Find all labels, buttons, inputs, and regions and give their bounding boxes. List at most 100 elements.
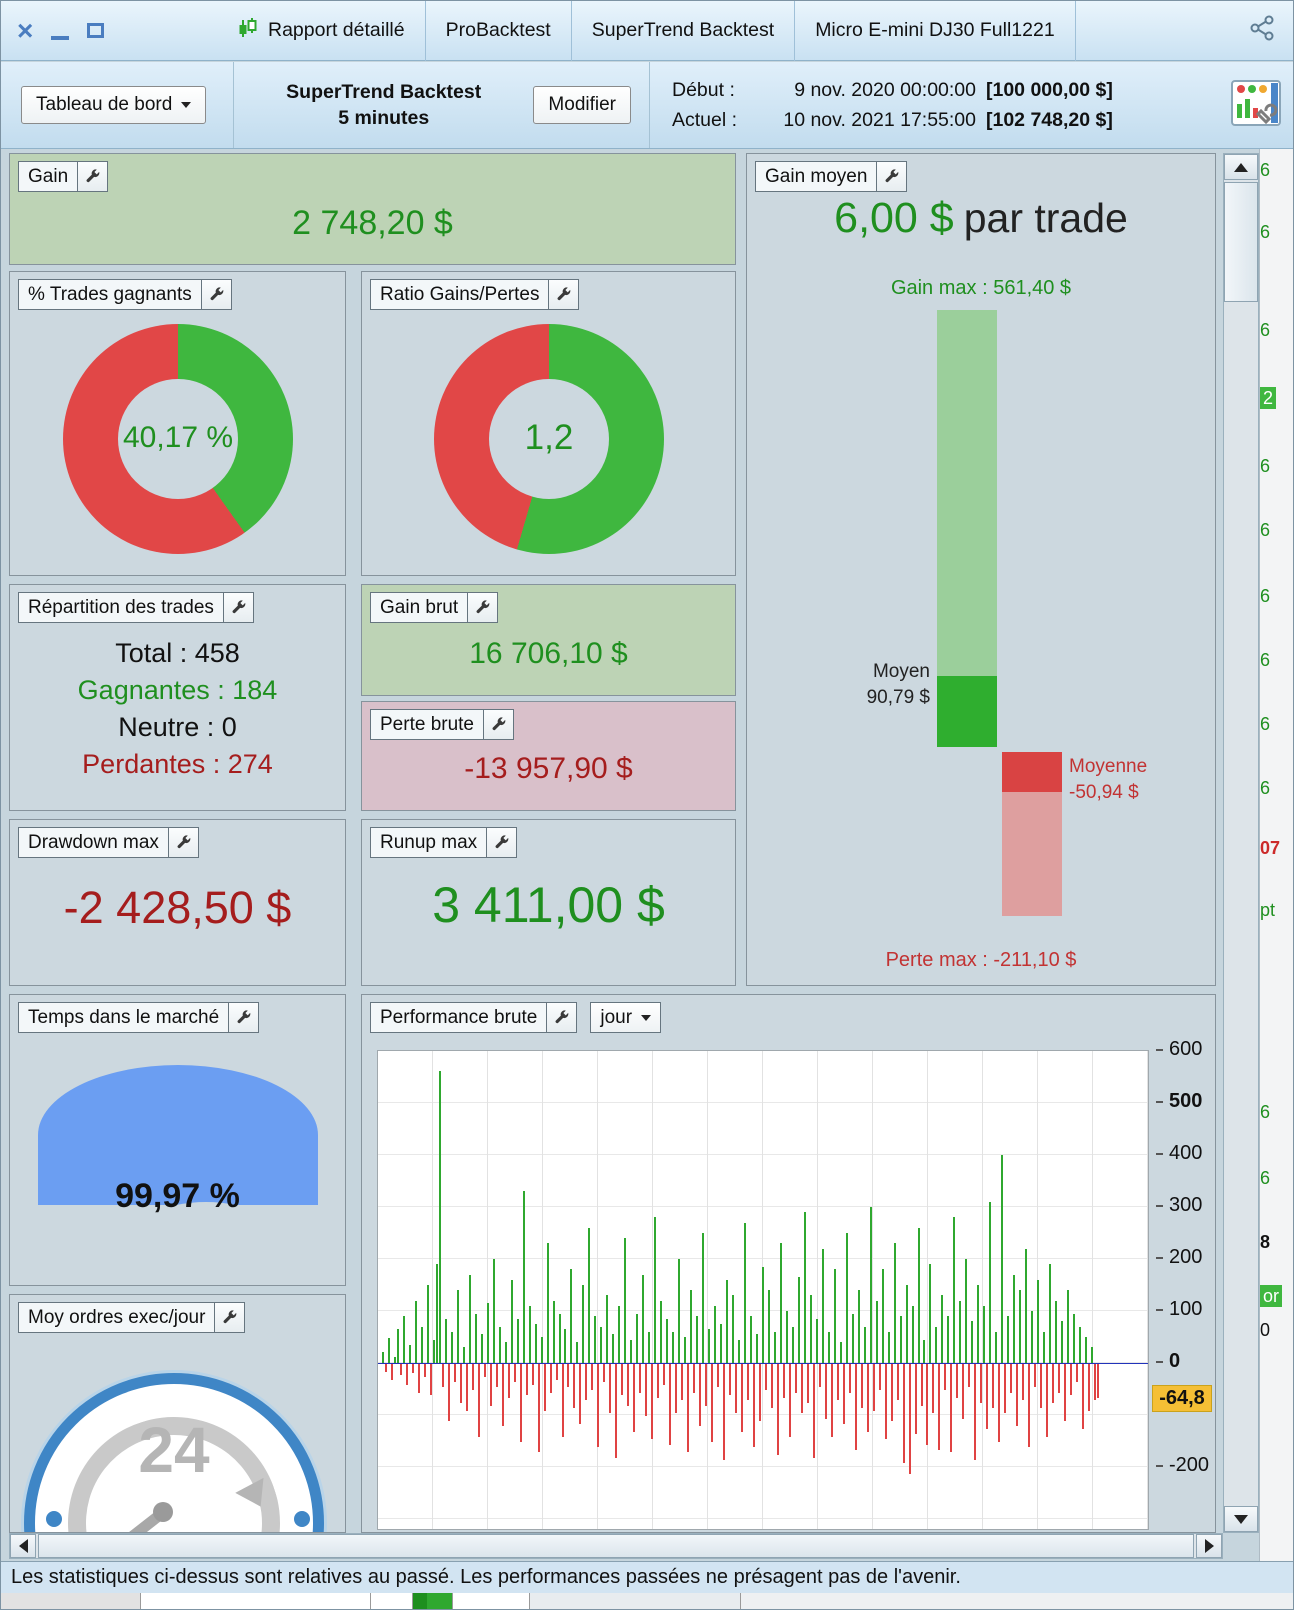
chart-settings-icon[interactable] bbox=[1231, 79, 1281, 131]
wrench-icon[interactable] bbox=[548, 279, 580, 310]
performance-bar bbox=[390, 1364, 393, 1380]
performance-bar bbox=[956, 1364, 959, 1398]
wrench-icon[interactable] bbox=[200, 279, 232, 310]
performance-bar bbox=[699, 1364, 702, 1426]
performance-bar bbox=[1088, 1364, 1091, 1411]
modify-button[interactable]: Modifier bbox=[533, 86, 631, 124]
performance-bar bbox=[382, 1352, 384, 1363]
panel-runup-label: Runup max bbox=[370, 827, 488, 858]
performance-bar bbox=[462, 1347, 465, 1363]
view-selector-label: Tableau de bord bbox=[36, 94, 173, 115]
panel-gain: Gain 2 748,20 $ bbox=[9, 153, 736, 265]
performance-bar bbox=[642, 1275, 645, 1363]
performance-bar bbox=[914, 1364, 917, 1434]
performance-bar bbox=[531, 1364, 534, 1385]
performance-bar bbox=[432, 1340, 435, 1363]
performance-bar bbox=[708, 1329, 711, 1363]
dashboard: Gain 2 748,20 $ Gain moyen 6,00 $ par tra… bbox=[1, 149, 1259, 1561]
wrench-icon[interactable] bbox=[228, 1002, 260, 1033]
performance-bar bbox=[624, 1238, 627, 1363]
wrench-icon[interactable] bbox=[467, 592, 499, 623]
scroll-down-button[interactable] bbox=[1224, 1506, 1258, 1532]
performance-bar bbox=[824, 1364, 827, 1419]
performance-bar bbox=[615, 1364, 618, 1458]
performance-bar bbox=[818, 1364, 821, 1387]
performance-bar bbox=[1010, 1364, 1013, 1393]
performance-bar bbox=[950, 1364, 953, 1452]
vertical-scroll-thumb[interactable] bbox=[1224, 182, 1258, 302]
performance-bar bbox=[1064, 1364, 1067, 1421]
tab-supertrend-backtest[interactable]: SuperTrend Backtest bbox=[570, 1, 794, 61]
vertical-scrollbar[interactable] bbox=[1223, 153, 1259, 1533]
minimize-button[interactable] bbox=[51, 35, 70, 40]
performance-bar bbox=[830, 1364, 833, 1437]
performance-bar bbox=[986, 1364, 989, 1429]
performance-bar bbox=[932, 1364, 935, 1413]
background-table-strip bbox=[1, 1593, 1293, 1609]
axis-fragment: 6 bbox=[1260, 778, 1271, 798]
scroll-left-button[interactable] bbox=[10, 1534, 36, 1558]
performance-bar bbox=[821, 1249, 824, 1363]
avg-loss-label: Moyenne -50,94 $ bbox=[1069, 754, 1199, 805]
wrench-icon[interactable] bbox=[222, 592, 254, 623]
performance-bar bbox=[459, 1364, 462, 1403]
performance-bar bbox=[1049, 1264, 1052, 1363]
tab-probacktest[interactable]: ProBacktest bbox=[424, 1, 571, 61]
performance-bar bbox=[1034, 1364, 1037, 1387]
performance-bar bbox=[549, 1364, 552, 1393]
wrench-icon[interactable] bbox=[486, 827, 518, 858]
performance-bar bbox=[555, 1364, 558, 1380]
repartition-row: Gagnantes : 184 bbox=[77, 675, 278, 705]
period-dropdown[interactable]: jour bbox=[590, 1002, 662, 1033]
performance-bar bbox=[639, 1364, 642, 1393]
performance-bar bbox=[1076, 1364, 1079, 1382]
performance-bar bbox=[726, 1280, 729, 1363]
performance-bar bbox=[567, 1364, 570, 1387]
performance-bar bbox=[495, 1364, 498, 1387]
y-axis-label: 300 bbox=[1156, 1194, 1202, 1217]
gm-bar-avg-loss bbox=[1002, 752, 1062, 792]
wrench-icon[interactable] bbox=[77, 161, 109, 192]
current-value-badge: -64,8 bbox=[1152, 1385, 1212, 1412]
performance-bar bbox=[902, 1364, 905, 1463]
tab-instrument[interactable]: Micro E-mini DJ30 Full1221 bbox=[794, 1, 1076, 61]
scroll-up-button[interactable] bbox=[1224, 154, 1258, 180]
window-titlebar: × Rapport détaillé ProBacktest bbox=[1, 1, 1293, 61]
scroll-right-button[interactable] bbox=[1196, 1534, 1222, 1558]
performance-bar bbox=[1013, 1275, 1016, 1363]
horizontal-scroll-thumb[interactable] bbox=[38, 1534, 1194, 1558]
performance-bar bbox=[423, 1364, 426, 1377]
maximize-button[interactable] bbox=[87, 23, 105, 38]
close-button[interactable]: × bbox=[17, 14, 34, 46]
wrench-icon[interactable] bbox=[483, 709, 514, 740]
strategy-timeframe: 5 minutes bbox=[338, 107, 430, 129]
performance-bar bbox=[953, 1217, 956, 1363]
performance-bar bbox=[741, 1364, 743, 1432]
avg-win-caption: Moyen bbox=[872, 661, 930, 682]
panel-gain-loss-ratio: Ratio Gains/Pertes 1,2 bbox=[361, 271, 736, 576]
wrench-icon[interactable] bbox=[167, 827, 199, 858]
performance-bar bbox=[1070, 1364, 1073, 1395]
axis-fragment: 6 bbox=[1260, 320, 1271, 340]
performance-bar bbox=[594, 1316, 597, 1363]
dashboard-toolbar: Tableau de bord SuperTrend Backtest 5 mi… bbox=[1, 62, 1293, 149]
tab-rapport-detaille[interactable]: Rapport détaillé bbox=[217, 1, 425, 61]
panel-gain-moyen: Gain moyen 6,00 $ par trade Gain max : 56… bbox=[746, 153, 1216, 986]
wrench-icon[interactable] bbox=[546, 1002, 578, 1033]
performance-bar bbox=[989, 1202, 992, 1363]
performance-bar bbox=[537, 1364, 540, 1452]
axis-fragment: 6 bbox=[1260, 1168, 1271, 1188]
wrench-icon[interactable] bbox=[214, 1302, 246, 1333]
performance-bar bbox=[1037, 1280, 1040, 1363]
wrench-icon[interactable] bbox=[876, 161, 908, 192]
view-selector-dropdown[interactable]: Tableau de bord bbox=[21, 86, 207, 124]
bottom-fragment-cell bbox=[427, 1593, 453, 1609]
performance-bar bbox=[645, 1364, 648, 1416]
share-icon[interactable] bbox=[1247, 13, 1277, 48]
horizontal-scrollbar[interactable] bbox=[9, 1533, 1223, 1559]
performance-bar bbox=[663, 1364, 666, 1385]
performance-bar bbox=[558, 1314, 561, 1363]
performance-bar bbox=[528, 1306, 531, 1363]
performance-bar bbox=[1004, 1364, 1007, 1413]
